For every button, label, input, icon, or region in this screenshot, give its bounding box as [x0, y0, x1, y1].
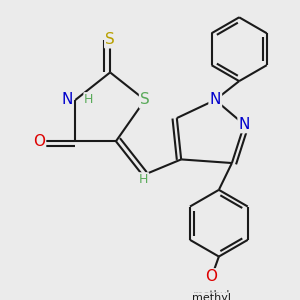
Text: N: N	[61, 92, 72, 107]
Text: S: S	[105, 32, 115, 47]
Text: N: N	[210, 92, 221, 107]
Text: N: N	[238, 117, 250, 132]
Text: O: O	[206, 269, 218, 284]
Text: methyl: methyl	[192, 293, 231, 300]
Text: O: O	[33, 134, 45, 149]
Text: methyl: methyl	[194, 290, 230, 300]
Text: H: H	[84, 93, 93, 106]
Text: S: S	[140, 92, 150, 107]
Text: H: H	[139, 173, 148, 186]
